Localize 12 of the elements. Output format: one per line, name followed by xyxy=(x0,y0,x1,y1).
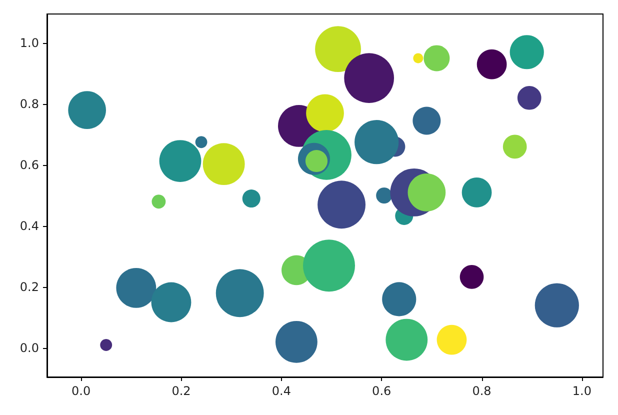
y-tick-label: 1.0 xyxy=(20,36,39,50)
y-tick-label: 0.4 xyxy=(20,219,39,234)
x-tick-label: 0.2 xyxy=(172,384,191,398)
x-tick-label: 0.0 xyxy=(72,384,91,398)
y-tick-label: 0.8 xyxy=(20,96,39,111)
x-tick-label: 0.4 xyxy=(272,384,291,398)
y-tick-label: 0.6 xyxy=(20,158,39,172)
x-tick-label: 0.6 xyxy=(372,384,392,398)
x-tick-label: 0.8 xyxy=(472,384,492,398)
y-tick-label: 0.2 xyxy=(20,280,39,294)
y-tick-label: 0.0 xyxy=(20,341,39,356)
x-tick-label: 1.0 xyxy=(572,384,592,398)
